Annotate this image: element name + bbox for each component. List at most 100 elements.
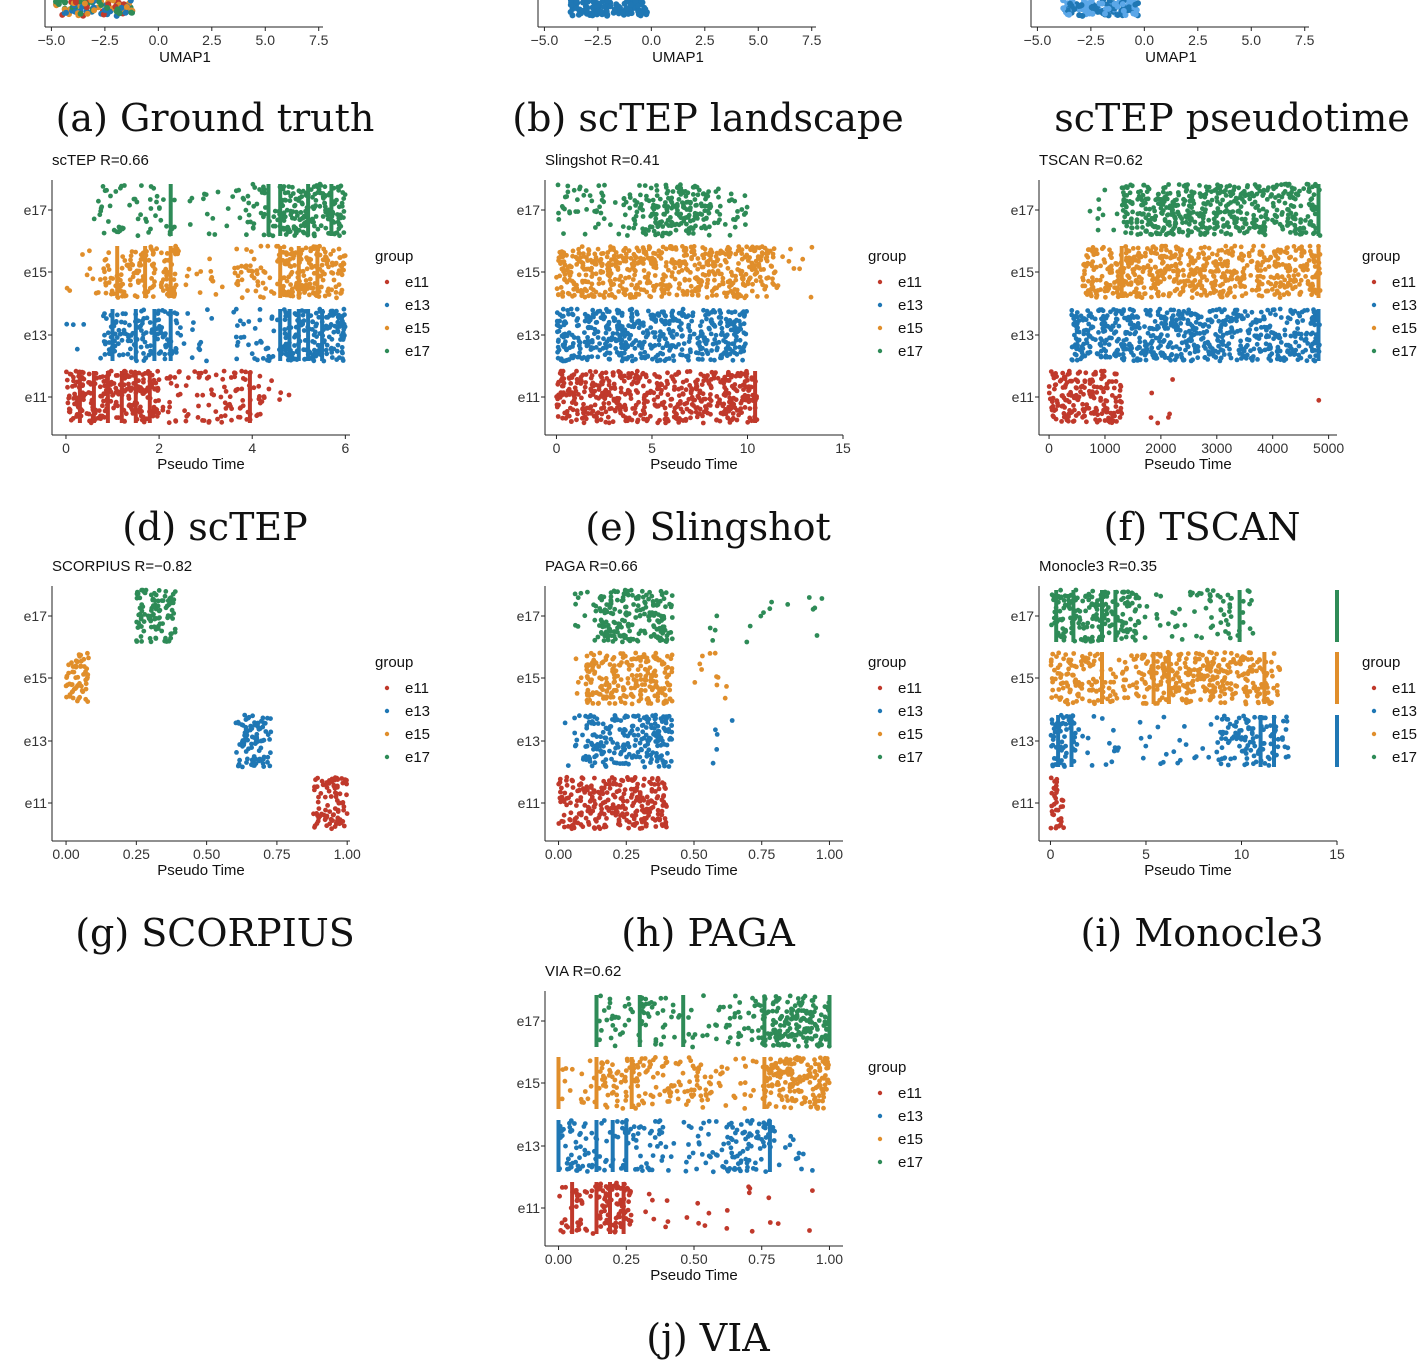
data-point xyxy=(562,342,567,347)
data-point xyxy=(570,312,575,317)
data-point xyxy=(567,376,572,381)
data-point xyxy=(581,193,586,198)
data-point xyxy=(141,351,146,356)
data-point xyxy=(1134,278,1139,283)
data-point xyxy=(601,317,606,322)
data-point xyxy=(129,253,134,258)
data-point xyxy=(234,357,239,362)
data-point xyxy=(625,233,630,238)
data-point xyxy=(323,254,328,259)
umap-tick-label: 0.0 xyxy=(149,32,169,48)
data-point xyxy=(190,327,195,332)
data-point xyxy=(714,293,719,298)
umap-point xyxy=(128,10,134,16)
data-point xyxy=(695,378,700,383)
data-point xyxy=(696,293,701,298)
data-point xyxy=(1114,419,1119,424)
data-point xyxy=(701,391,706,396)
data-point xyxy=(1279,315,1284,320)
data-stripe xyxy=(278,309,282,361)
data-point xyxy=(675,404,680,409)
data-point xyxy=(705,295,710,300)
data-point xyxy=(223,413,228,418)
data-point xyxy=(633,411,638,416)
data-point xyxy=(1275,334,1280,339)
data-point xyxy=(104,257,109,262)
data-point xyxy=(92,217,97,222)
data-point xyxy=(660,310,665,315)
data-point xyxy=(1178,316,1183,321)
data-point xyxy=(1100,322,1105,327)
data-point xyxy=(120,338,125,343)
data-point xyxy=(1165,310,1170,315)
data-point xyxy=(629,318,634,323)
data-point xyxy=(638,193,643,198)
data-point xyxy=(244,208,249,213)
data-point xyxy=(1114,317,1119,322)
umap-tick-label: −5.0 xyxy=(531,32,559,48)
data-point xyxy=(1074,386,1079,391)
data-point xyxy=(664,412,669,417)
data-point xyxy=(207,257,212,262)
data-point xyxy=(248,263,253,268)
data-point xyxy=(596,335,601,340)
data-point xyxy=(1239,245,1244,250)
data-point xyxy=(242,335,247,340)
data-point xyxy=(1261,244,1266,249)
data-point xyxy=(714,417,719,422)
data-point xyxy=(680,347,685,352)
data-point xyxy=(697,340,702,345)
data-point xyxy=(341,230,346,235)
data-point xyxy=(603,420,608,425)
data-point xyxy=(602,216,607,221)
data-point xyxy=(188,199,193,204)
data-point xyxy=(584,372,589,377)
data-point xyxy=(178,392,183,397)
data-point xyxy=(642,250,647,255)
data-point xyxy=(284,232,289,237)
data-point xyxy=(628,308,633,313)
data-point xyxy=(129,406,134,411)
y-tick-label: e13 xyxy=(517,327,541,343)
data-point xyxy=(1309,332,1314,337)
data-point xyxy=(289,247,294,252)
data-point xyxy=(669,196,674,201)
data-point xyxy=(1098,287,1103,292)
data-point xyxy=(1195,331,1200,336)
data-point xyxy=(99,204,104,209)
data-point xyxy=(653,273,658,278)
data-point xyxy=(1121,352,1126,357)
data-point xyxy=(1092,384,1097,389)
data-point xyxy=(661,272,666,277)
data-point xyxy=(597,277,602,282)
data-point xyxy=(1114,399,1119,404)
data-point xyxy=(1275,349,1280,354)
data-point xyxy=(1272,307,1277,312)
data-point xyxy=(323,250,328,255)
data-point xyxy=(139,345,144,350)
data-point xyxy=(594,271,599,276)
data-point xyxy=(674,222,679,227)
data-point xyxy=(701,308,706,313)
umap-tick-label: −5.0 xyxy=(38,32,66,48)
data-point xyxy=(630,418,635,423)
data-point xyxy=(771,252,776,257)
data-point xyxy=(131,274,136,279)
umap-point xyxy=(82,1,88,7)
data-point xyxy=(746,388,751,393)
data-point xyxy=(655,188,660,193)
data-point xyxy=(106,219,111,224)
data-point xyxy=(743,379,748,384)
data-point xyxy=(69,418,74,423)
data-point xyxy=(219,414,224,419)
umap-point xyxy=(85,11,91,17)
umap-tick-label: 2.5 xyxy=(202,32,222,48)
data-point xyxy=(1052,387,1057,392)
data-point xyxy=(1073,352,1078,357)
data-point xyxy=(684,262,689,267)
data-point xyxy=(1094,408,1099,413)
data-point xyxy=(1219,310,1224,315)
data-point xyxy=(668,344,673,349)
data-point xyxy=(233,371,238,376)
